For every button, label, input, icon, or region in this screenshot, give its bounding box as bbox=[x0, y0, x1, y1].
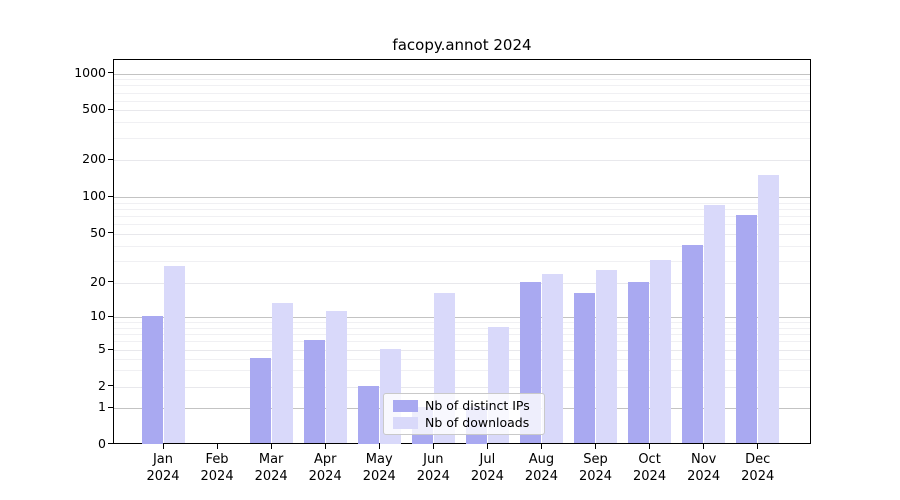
x-tick-mark-mar bbox=[270, 444, 272, 449]
x-tick-label-jul: Jul 2024 bbox=[470, 452, 504, 484]
y-tick-mark-1000 bbox=[108, 72, 113, 74]
y-tick-label-1000: 1000 bbox=[74, 64, 106, 80]
y-tick-mark-20 bbox=[108, 281, 113, 283]
gridline-y-400 bbox=[114, 122, 810, 124]
y-tick-mark-10 bbox=[108, 315, 113, 317]
x-tick-label-feb: Feb 2024 bbox=[200, 452, 234, 484]
x-tick-label-may: May 2024 bbox=[362, 452, 396, 484]
x-tick-label-apr: Apr 2024 bbox=[308, 452, 342, 484]
y-tick-label-10: 10 bbox=[90, 308, 106, 323]
gridline-y-9 bbox=[114, 322, 810, 324]
x-tick-label-jan: Jan 2024 bbox=[146, 452, 180, 484]
legend: Nb of distinct IPs Nb of downloads bbox=[383, 393, 545, 435]
x-tick-mark-sep bbox=[595, 444, 597, 449]
gridline-y-100 bbox=[114, 197, 810, 198]
gridline-y-800 bbox=[114, 85, 810, 87]
x-tick-label-jun: Jun 2024 bbox=[416, 452, 450, 484]
y-tick-label-1: 1 bbox=[98, 399, 106, 414]
y-tick-mark-1 bbox=[108, 406, 113, 408]
x-tick-mark-aug bbox=[540, 444, 543, 449]
gridline-y-7 bbox=[114, 333, 810, 335]
y-tick-mark-200 bbox=[108, 158, 113, 160]
chart-title: facopy.annot 2024 bbox=[392, 36, 532, 54]
y-tick-label-2: 2 bbox=[98, 377, 106, 393]
x-tick-mark-jul bbox=[486, 444, 489, 449]
legend-label-distinct-ips: Nb of distinct IPs bbox=[425, 398, 530, 413]
gridline-y-8 bbox=[114, 327, 810, 329]
x-tick-mark-feb bbox=[216, 444, 218, 449]
y-tick-mark-5 bbox=[108, 348, 113, 350]
gridline-y-300 bbox=[114, 138, 810, 140]
y-tick-mark-50 bbox=[108, 232, 113, 234]
y-tick-label-200: 200 bbox=[82, 151, 106, 167]
gridline-y-60 bbox=[114, 224, 810, 226]
gridline-y-80 bbox=[114, 208, 810, 210]
gridline-y-200 bbox=[114, 160, 810, 162]
y-tick-label-5: 5 bbox=[98, 341, 106, 356]
x-tick-mark-apr bbox=[324, 444, 326, 449]
x-tick-mark-dec bbox=[757, 444, 759, 449]
gridline-y-40 bbox=[114, 245, 810, 247]
legend-swatch-downloads bbox=[393, 416, 418, 429]
legend-item-downloads: Nb of downloads bbox=[393, 415, 537, 430]
y-tick-label-20: 20 bbox=[90, 273, 106, 289]
x-tick-label-dec: Dec 2024 bbox=[741, 452, 775, 484]
gridline-y-30 bbox=[114, 261, 810, 263]
gridline-y-6 bbox=[114, 341, 810, 343]
gridline-y-900 bbox=[114, 79, 810, 81]
x-tick-mark-may bbox=[378, 444, 380, 449]
y-tick-label-0: 0 bbox=[98, 435, 106, 451]
x-tick-label-nov: Nov 2024 bbox=[687, 452, 721, 484]
gridline-y-70 bbox=[114, 215, 810, 217]
x-tick-mark-nov bbox=[703, 444, 705, 449]
gridline-y-2 bbox=[114, 386, 810, 388]
gridline-y-5 bbox=[114, 350, 810, 351]
plot-area bbox=[113, 59, 811, 444]
legend-item-distinct-ips: Nb of distinct IPs bbox=[393, 398, 537, 413]
gridline-y-4 bbox=[114, 358, 810, 360]
legend-swatch-distinct-ips bbox=[393, 399, 418, 412]
gridline-y-10 bbox=[114, 317, 810, 318]
x-tick-label-oct: Oct 2024 bbox=[633, 452, 667, 484]
gridline-y-90 bbox=[114, 202, 810, 204]
x-tick-mark-jun bbox=[432, 444, 434, 449]
gridline-y-1000 bbox=[114, 73, 810, 75]
y-tick-label-500: 500 bbox=[82, 101, 106, 117]
x-tick-label-mar: Mar 2024 bbox=[254, 452, 288, 484]
x-tick-mark-jan bbox=[162, 444, 164, 449]
gridline-y-50 bbox=[114, 233, 810, 235]
y-tick-label-100: 100 bbox=[82, 188, 106, 203]
y-tick-mark-0 bbox=[108, 443, 113, 445]
x-tick-mark-oct bbox=[649, 444, 651, 449]
gridline-y-3 bbox=[114, 370, 810, 372]
y-tick-mark-2 bbox=[108, 385, 113, 387]
legend-label-downloads: Nb of downloads bbox=[425, 415, 530, 430]
y-tick-mark-100 bbox=[108, 195, 113, 197]
gridline-y-600 bbox=[114, 100, 810, 102]
gridline-y-700 bbox=[114, 92, 810, 94]
gridline-y-20 bbox=[114, 282, 810, 284]
y-tick-label-50: 50 bbox=[90, 224, 106, 240]
y-tick-mark-500 bbox=[108, 108, 113, 110]
gridline-y-500 bbox=[114, 110, 810, 112]
x-tick-label-aug: Aug 2024 bbox=[524, 452, 558, 484]
x-tick-label-sep: Sep 2024 bbox=[578, 452, 613, 484]
